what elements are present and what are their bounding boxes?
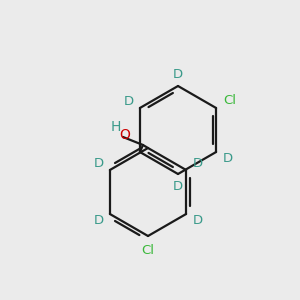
Text: D: D — [173, 68, 183, 80]
Text: D: D — [222, 152, 233, 165]
Text: H: H — [111, 120, 121, 134]
Text: D: D — [173, 181, 183, 194]
Text: O: O — [120, 128, 130, 142]
Text: D: D — [94, 157, 104, 170]
Text: D: D — [94, 214, 104, 227]
Text: Cl: Cl — [224, 94, 236, 106]
Text: D: D — [192, 214, 203, 227]
Text: D: D — [192, 157, 203, 170]
Text: D: D — [124, 95, 134, 108]
Text: Cl: Cl — [142, 244, 154, 257]
